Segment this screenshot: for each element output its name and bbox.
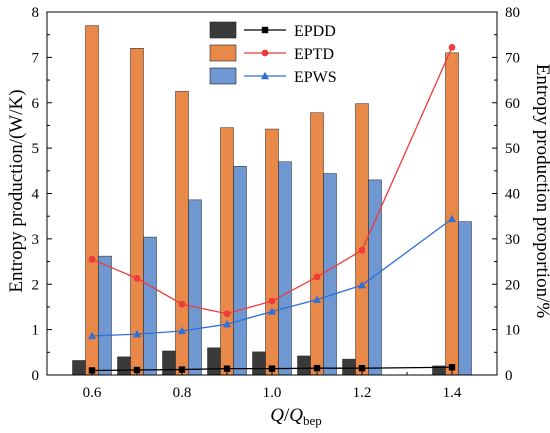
y-axis-label-right: Entropy production proportion/% [532,64,550,319]
point-epdd-0.9 [223,365,231,372]
point-epdd-1.2 [358,364,366,372]
bar-epdd-0.6 [72,360,86,376]
x-label-q: Q [270,405,284,426]
y-axis-label-left: Entropy production/(W/K) [6,89,27,292]
y-left-tick-label-8: 8 [32,5,40,21]
bar-eptd-0.9 [220,127,234,376]
point-eptd-0.6 [88,255,96,263]
legend-label-epws: EPWS [294,69,337,86]
point-eptd-0.9 [223,310,231,318]
bar-epdd-1.2 [342,358,356,376]
y-left-tick-label-2: 2 [32,277,40,293]
point-epws-1.4 [448,214,456,223]
legend-swatch-bar-epws [209,67,237,85]
bar-eptd-1.0 [265,128,279,376]
y-right-tick-label-10: 10 [505,323,520,339]
bar-epws-1.0 [278,161,292,376]
axes-layer: 0.6 0.8 1.0 1.2 1.40123456780102030405060708… [32,5,521,401]
y-right-tick-label-0: 0 [505,368,513,384]
y-left-tick-label-5: 5 [32,141,40,157]
bar-eptd-0.6 [85,25,99,376]
bar-epws-0.8 [188,199,202,376]
legend-marker-eptd [261,49,269,57]
y-right-tick-label-50: 50 [505,141,520,157]
point-epws-0.6 [88,331,96,340]
bar-epws-0.9 [233,166,247,376]
y-left-tick-label-0: 0 [32,368,40,384]
bar-epws-0.6 [98,255,112,376]
line-epws [91,218,453,337]
point-epws-0.7 [133,329,141,338]
bar-epdd-0.7 [117,356,131,376]
point-epdd-1.1 [313,364,321,372]
x-label-qbep: Q [289,405,303,426]
point-epws-0.8 [178,326,186,335]
point-epws-1.1 [313,295,321,303]
y-right-tick-label-60: 60 [505,96,520,112]
legend-marker-epws [261,71,269,80]
legend: EPDD EPTD EPWS [209,21,337,86]
point-epdd-0.8 [178,366,186,373]
x-tick-label-1.4: 1.4 [443,385,462,401]
bar-epdd-1.0 [252,351,266,376]
point-eptd-0.8 [178,300,186,308]
x-label-slash: / [284,405,290,426]
point-eptd-1.1 [313,273,321,281]
point-epws-1.2 [358,280,366,289]
point-epdd-0.7 [133,366,141,374]
legend-label-epdd: EPDD [294,23,336,40]
legend-swatch-bar-epdd [209,21,237,39]
y-left-tick-label-1: 1 [32,323,40,339]
point-eptd-0.7 [133,274,141,282]
lines-layer [88,43,456,374]
bar-eptd-1.4 [445,52,459,376]
legend-swatch-bar-eptd [209,44,237,62]
point-eptd-1.2 [358,246,366,254]
line-eptd [91,47,453,315]
point-epws-0.9 [223,319,231,328]
x-axis-label: Q/Qbep [270,405,322,428]
bar-epdd-0.9 [207,347,221,376]
x-tick-label-0.6: 0.6 [83,385,102,401]
y-right-tick-label-30: 30 [505,232,520,248]
x-tick-label-0.8: 0.8 [173,385,192,401]
bar-eptd-1.1 [310,112,324,376]
point-epdd-1.4 [448,364,456,371]
point-eptd-1.0 [268,297,276,305]
bar-epws-0.7 [143,236,157,376]
x-label-subscript: bep [303,413,322,428]
point-eptd-1.4 [448,43,456,51]
bar-epdd-1.1 [297,355,311,376]
legend-label-eptd: EPTD [294,46,334,63]
y-left-tick-label-7: 7 [32,50,40,66]
y-right-tick-label-80: 80 [505,5,520,21]
bar-eptd-0.7 [130,48,144,376]
y-right-tick-label-20: 20 [505,277,520,293]
legend-marker-epdd [261,26,269,34]
line-epdd [91,366,453,372]
y-left-tick-label-4: 4 [32,187,40,203]
point-epdd-1.0 [268,365,276,372]
y-right-tick-label-70: 70 [505,50,520,66]
bars-layer [72,25,472,376]
bar-epws-1.1 [323,173,337,376]
point-epws-1.0 [268,307,276,315]
y-left-tick-label-6: 6 [32,96,40,112]
x-tick-label-1.0: 1.0 [263,385,282,401]
y-right-tick-label-40: 40 [505,187,520,203]
y-left-tick-label-3: 3 [32,232,40,248]
x-tick-label-1.2: 1.2 [353,385,372,401]
bar-epws-1.4 [458,221,472,376]
bar-epdd-0.8 [162,350,176,376]
